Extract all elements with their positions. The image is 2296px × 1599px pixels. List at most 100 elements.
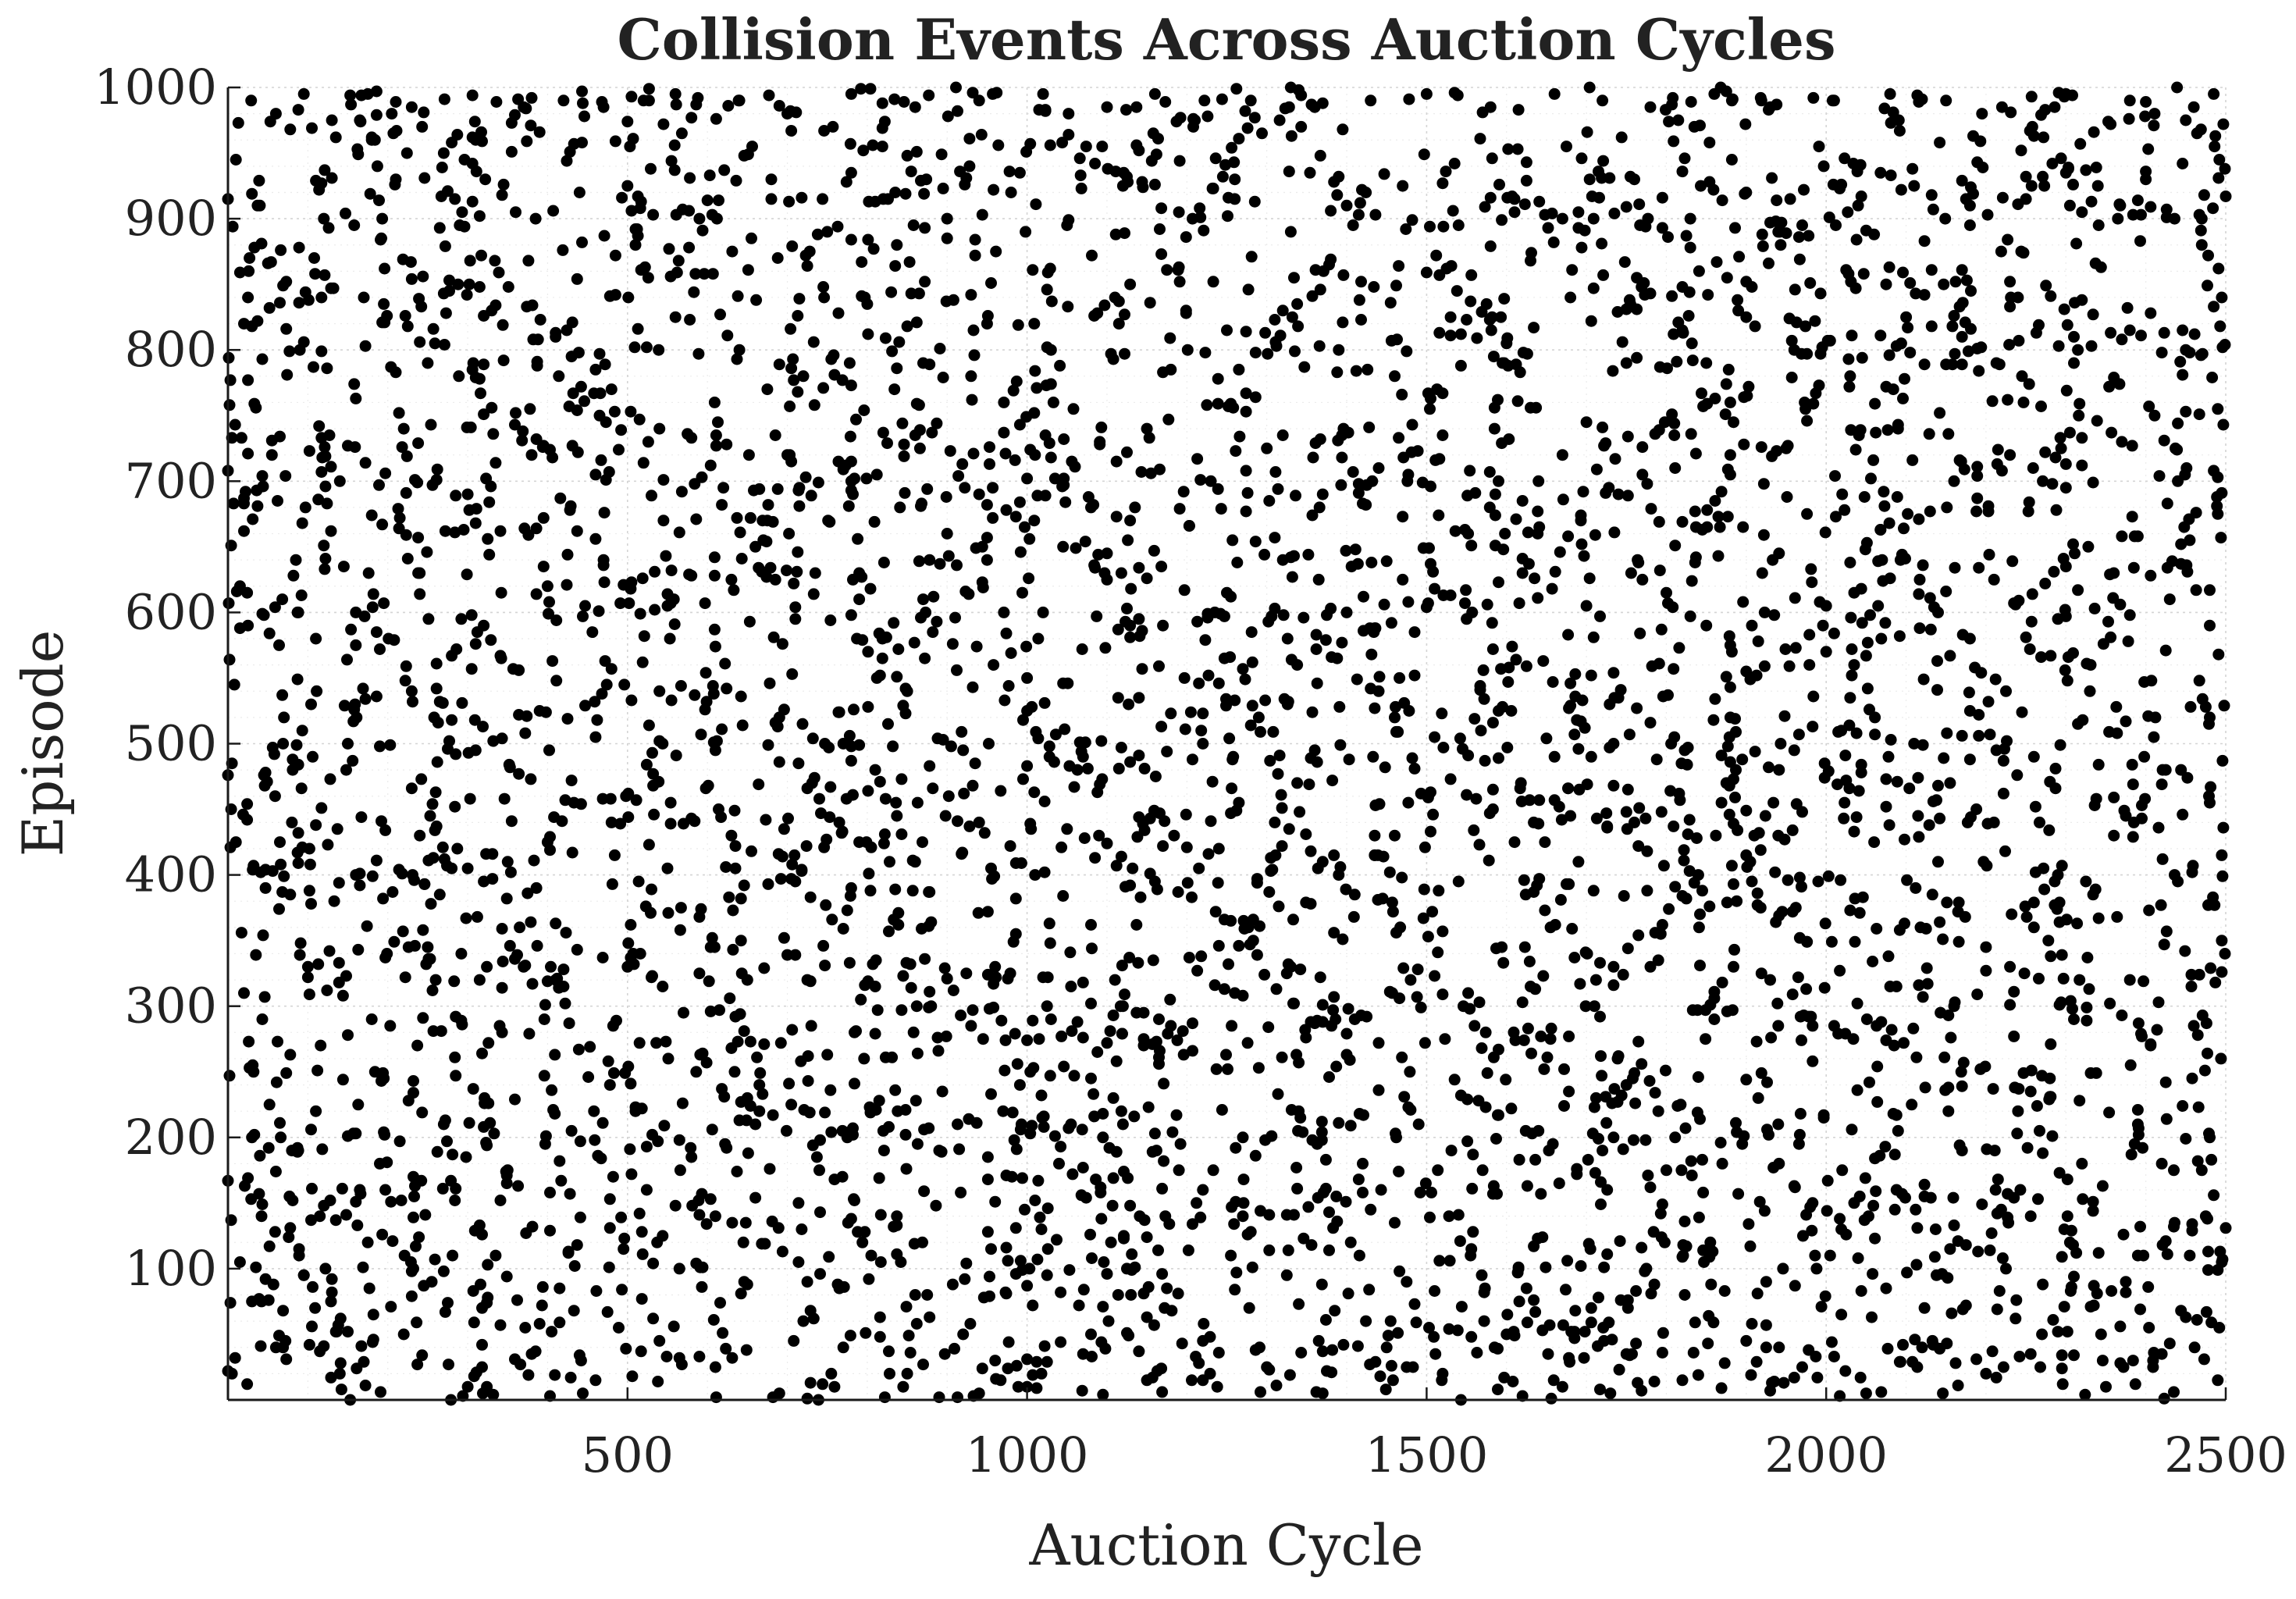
scatter-point bbox=[1949, 347, 1961, 360]
scatter-point bbox=[1153, 1013, 1165, 1025]
scatter-point bbox=[1965, 285, 1977, 297]
scatter-point bbox=[1782, 440, 1794, 452]
scatter-point bbox=[1225, 590, 1237, 603]
scatter-point bbox=[882, 193, 894, 205]
scatter-point bbox=[1380, 1341, 1393, 1354]
scatter-point bbox=[1516, 996, 1529, 1009]
scatter-point bbox=[481, 1297, 493, 1309]
scatter-point bbox=[606, 878, 618, 890]
scatter-point bbox=[1240, 465, 1252, 477]
scatter-point bbox=[1468, 824, 1480, 836]
scatter-point bbox=[1406, 214, 1419, 226]
scatter-point bbox=[1207, 1164, 1219, 1177]
scatter-point bbox=[674, 924, 686, 936]
scatter-point bbox=[1206, 182, 1219, 194]
scatter-point bbox=[1304, 166, 1316, 179]
scatter-point bbox=[863, 867, 875, 880]
scatter-point bbox=[523, 1027, 536, 1040]
scatter-point bbox=[2020, 170, 2032, 183]
scatter-point bbox=[1473, 839, 1486, 851]
scatter-point bbox=[862, 233, 874, 246]
scatter-point bbox=[900, 1163, 913, 1175]
scatter-point bbox=[843, 956, 856, 969]
scatter-point bbox=[1957, 1056, 1970, 1069]
scatter-point bbox=[2138, 750, 2151, 763]
scatter-point bbox=[2060, 913, 2073, 926]
scatter-point bbox=[255, 237, 268, 250]
scatter-point bbox=[1095, 735, 1108, 747]
scatter-point bbox=[1593, 191, 1605, 204]
scatter-point bbox=[2218, 700, 2230, 712]
scatter-point bbox=[883, 1120, 895, 1133]
scatter-point bbox=[701, 194, 714, 207]
scatter-point bbox=[287, 569, 300, 582]
scatter-point bbox=[2092, 912, 2105, 924]
scatter-point bbox=[2058, 1223, 2070, 1235]
scatter-point bbox=[807, 336, 820, 348]
scatter-point bbox=[1630, 1337, 1643, 1350]
scatter-point bbox=[1259, 694, 1272, 707]
scatter-point bbox=[1123, 698, 1135, 710]
scatter-point bbox=[1492, 1342, 1504, 1355]
scatter-point bbox=[1343, 753, 1355, 766]
scatter-point bbox=[1028, 515, 1041, 527]
scatter-point bbox=[1057, 540, 1070, 553]
scatter-point bbox=[791, 565, 803, 578]
scatter-point bbox=[814, 1268, 826, 1280]
scatter-point bbox=[887, 740, 899, 753]
scatter-point bbox=[1607, 779, 1620, 792]
scatter-point bbox=[1997, 1361, 2009, 1373]
scatter-point bbox=[1037, 971, 1049, 984]
scatter-point bbox=[721, 329, 734, 342]
scatter-point bbox=[1484, 240, 1497, 252]
scatter-point bbox=[1874, 1149, 1886, 1162]
scatter-point bbox=[1941, 501, 1953, 514]
scatter-point bbox=[946, 1278, 959, 1291]
scatter-point bbox=[330, 1326, 343, 1338]
scatter-point bbox=[1501, 742, 1514, 753]
scatter-point bbox=[709, 1361, 721, 1373]
scatter-point bbox=[1228, 156, 1241, 169]
scatter-point bbox=[2061, 1326, 2074, 1338]
scatter-point bbox=[303, 842, 315, 855]
scatter-point bbox=[1212, 483, 1224, 495]
scatter-point bbox=[1880, 1034, 1892, 1046]
scatter-point bbox=[643, 94, 655, 107]
scatter-point bbox=[2068, 1013, 2080, 1025]
scatter-point bbox=[2020, 910, 2033, 923]
scatter-point bbox=[2054, 432, 2066, 444]
scatter-point bbox=[1772, 1118, 1785, 1131]
scatter-point bbox=[350, 606, 362, 618]
scatter-point bbox=[1613, 1363, 1625, 1376]
scatter-point bbox=[1314, 149, 1326, 162]
x-tick-label: 2000 bbox=[1764, 1426, 1888, 1483]
scatter-point bbox=[378, 1126, 390, 1138]
scatter-point bbox=[1623, 728, 1636, 741]
scatter-point bbox=[422, 613, 435, 625]
scatter-point bbox=[1437, 742, 1450, 753]
scatter-point bbox=[1945, 1031, 1957, 1044]
scatter-point bbox=[1091, 1046, 1104, 1058]
scatter-point bbox=[397, 925, 409, 938]
scatter-point bbox=[1839, 504, 1851, 516]
scatter-point bbox=[762, 499, 774, 511]
scatter-point bbox=[1141, 1311, 1153, 1323]
scatter-point bbox=[496, 1026, 508, 1038]
scatter-point bbox=[244, 252, 256, 264]
scatter-point bbox=[1012, 319, 1024, 331]
scatter-point bbox=[849, 1077, 860, 1090]
scatter-point bbox=[357, 1261, 369, 1273]
scatter-point bbox=[1194, 474, 1207, 486]
scatter-point bbox=[1813, 141, 1825, 153]
scatter-point bbox=[449, 526, 461, 539]
scatter-point bbox=[1662, 231, 1674, 244]
scatter-point bbox=[973, 94, 985, 107]
scatter-point bbox=[1725, 646, 1738, 658]
scatter-point bbox=[1347, 910, 1360, 923]
scatter-point bbox=[297, 1269, 310, 1281]
scatter-point bbox=[1871, 1020, 1883, 1032]
scatter-point bbox=[1294, 806, 1306, 818]
scatter-point bbox=[1611, 1052, 1624, 1065]
scatter-point bbox=[1389, 370, 1401, 383]
